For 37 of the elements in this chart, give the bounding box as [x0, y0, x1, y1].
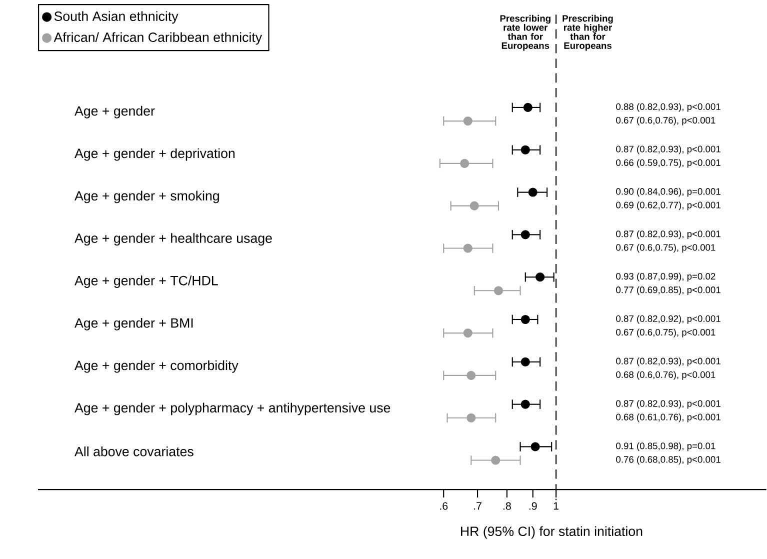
annotation: 0.88 (0.82,0.93), p<0.001 [616, 103, 720, 112]
annotation: 0.69 (0.62,0.77), p<0.001 [616, 202, 720, 210]
annotation: 0.77 (0.69,0.85), p<0.001 [616, 286, 720, 296]
legend-label: African/ African Caribbean ethnicity [54, 32, 262, 45]
x-tick-label: 1 [554, 502, 558, 510]
y-tick-label: All above covariates [74, 446, 194, 456]
annotation: 0.87 (0.82,0.93), p<0.001 [616, 230, 720, 240]
x-axis-title: HR (95% CI) for statin initiation [461, 526, 642, 539]
annotation: 0.68 (0.61,0.76), p<0.001 [616, 414, 720, 422]
annotation: 0.68 (0.6,0.76), p<0.001 [616, 371, 716, 380]
y-tick-label: Age + gender + polypharmacy + antihypertensive use [74, 402, 390, 416]
annotation: 0.76 (0.68,0.85), p<0.001 [616, 456, 720, 465]
annotation: 0.66 (0.59,0.75), p<0.001 [616, 159, 720, 168]
y-tick-label: Age + gender + deprivation [74, 148, 235, 161]
x-tick-label: .8 [503, 502, 511, 510]
annotation: 0.67 (0.6,0.75), p<0.001 [616, 328, 716, 338]
y-tick-label: Age + gender [74, 106, 155, 118]
legend-label: South Asian ethnicity [54, 11, 178, 24]
annotation: 0.93 (0.87,0.99), p=0.02 [616, 272, 716, 282]
text: Prescribing rate higher than for Europeans [562, 14, 613, 51]
y-tick-label: Age + gender + TC/HDL [74, 276, 218, 288]
annotation: 0.87 (0.82,0.93), p<0.001 [616, 146, 720, 154]
annotation: 0.91 (0.85,0.98), p=0.01 [616, 442, 716, 452]
x-tick-label: .6 [440, 502, 448, 510]
annotation: 0.87 (0.82,0.93), p<0.001 [616, 400, 720, 409]
y-tick-label: Age + gender + comorbidity [74, 360, 238, 373]
annotation: 0.67 (0.6,0.76), p<0.001 [616, 116, 716, 126]
x-tick-label: .7 [474, 502, 482, 510]
y-tick-label: Age + gender + healthcare usage [74, 233, 272, 246]
annotation: 0.87 (0.82,0.93), p<0.001 [616, 358, 720, 366]
annotation: 0.90 (0.84,0.96), p=0.001 [616, 188, 720, 197]
y-tick-label: Age + gender + BMI [74, 318, 193, 330]
text: Prescribing rate lower than for Europeans [500, 14, 550, 51]
x-tick-label: .9 [529, 502, 537, 510]
annotation: 0.67 (0.6,0.75), p<0.001 [616, 244, 716, 253]
annotation: 0.87 (0.82,0.92), p<0.001 [616, 315, 720, 324]
y-tick-label: Age + gender + smoking [74, 190, 219, 204]
